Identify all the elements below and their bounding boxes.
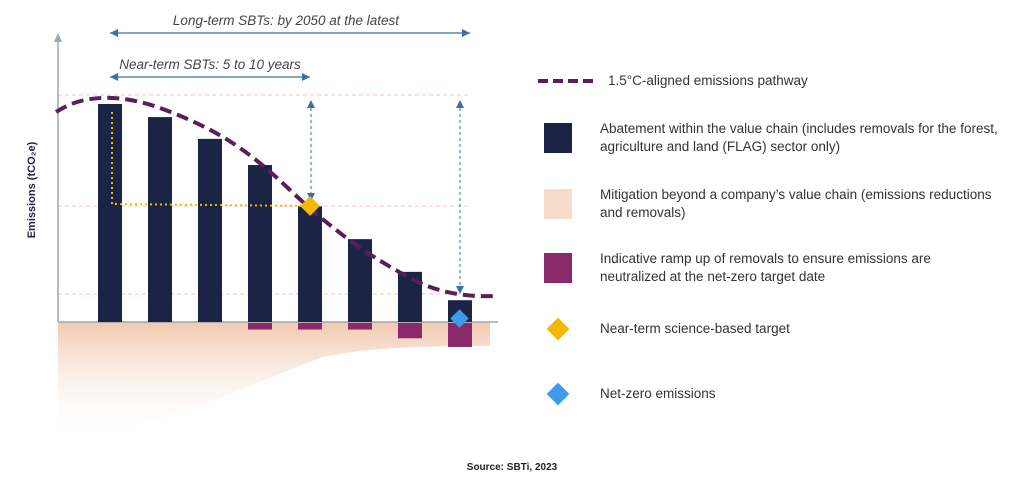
square-icon <box>544 189 572 219</box>
legend-label: 1.5°C-aligned emissions pathway <box>608 73 808 88</box>
near-term-gap-arrow <box>307 100 315 201</box>
abatement-bar <box>298 206 322 322</box>
long-term-gap-arrow <box>456 100 464 294</box>
near-term-target-marker <box>300 196 320 216</box>
square-icon <box>544 253 572 283</box>
long-term-span-arrow <box>110 29 470 37</box>
y-axis-arrow <box>54 33 62 42</box>
legend-label: Abatement within the value chain (includ… <box>600 121 998 154</box>
legend-item-pathway: 1.5°C-aligned emissions pathway <box>538 72 808 90</box>
abatement-bar <box>398 271 422 322</box>
removal-bar <box>248 323 272 330</box>
abatement-bar <box>198 138 222 322</box>
net-zero-marker <box>450 309 469 328</box>
abatement-bar <box>248 165 272 322</box>
legend-item-mitigation: Mitigation beyond a company’s value chai… <box>538 186 998 222</box>
legend-item-net-zero: Net-zero emissions <box>538 382 716 406</box>
legend-label: Indicative ramp up of removals to ensure… <box>600 251 931 284</box>
pathway-curve <box>54 95 497 299</box>
legend-label: Net-zero emissions <box>600 386 716 401</box>
removal-bar <box>448 323 472 347</box>
removal-bar <box>348 323 372 330</box>
near-term-span-arrow <box>110 73 310 81</box>
source-note: Source: SBTi, 2023 <box>466 462 558 473</box>
legend-item-abatement: Abatement within the value chain (includ… <box>538 120 998 156</box>
abatement-bar <box>148 117 172 322</box>
diamond-icon <box>546 317 570 341</box>
legend-label: Mitigation beyond a company’s value chai… <box>600 187 992 220</box>
long-term-label: Long-term SBTs: by 2050 at the latest <box>173 13 400 28</box>
legend-item-near-term: Near-term science-based target <box>538 317 790 341</box>
legend-item-removals: Indicative ramp up of removals to ensure… <box>538 250 998 286</box>
dashed-line-icon <box>538 79 598 83</box>
legend-label: Near-term science-based target <box>600 321 790 336</box>
y-axis-label: Emissions (tCO₂e) <box>26 141 38 238</box>
mitigation-area <box>58 322 490 440</box>
removal-bar <box>298 323 322 330</box>
near-term-label: Near-term SBTs: 5 to 10 years <box>119 57 301 72</box>
diamond-icon <box>546 382 570 406</box>
abatement-bar <box>98 104 122 322</box>
removal-bar <box>398 323 422 339</box>
near-term-dotted-line <box>111 112 311 207</box>
square-icon <box>544 123 572 153</box>
